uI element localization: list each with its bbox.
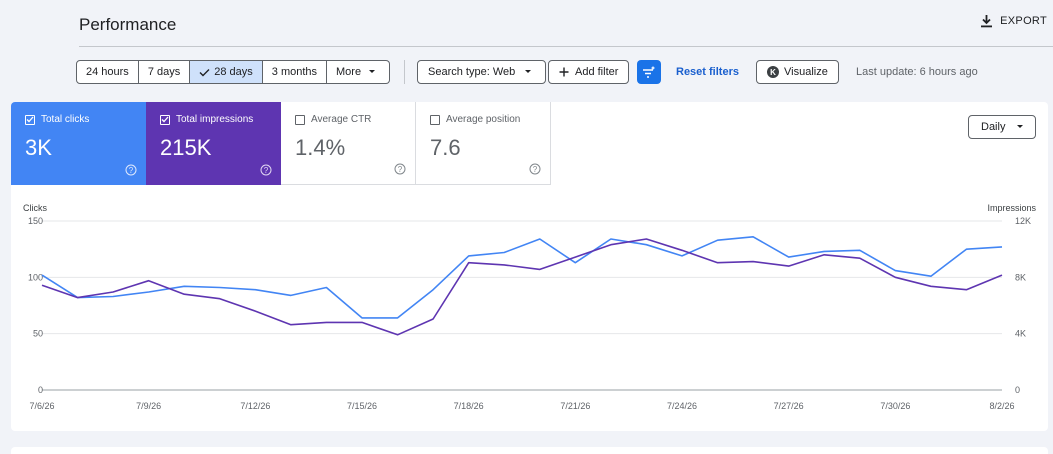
date-range-7-days[interactable]: 7 days — [138, 60, 191, 84]
metric-average-ctr[interactable]: Average CTR 1.4% ? — [281, 102, 416, 185]
export-label: EXPORT — [1000, 15, 1047, 27]
metric-label: Average position — [446, 114, 521, 125]
svg-text:?: ? — [129, 166, 134, 175]
x-tick-label: 7/27/26 — [774, 401, 804, 411]
x-tick-label: 7/6/26 — [29, 401, 54, 411]
date-range-label: 7 days — [147, 66, 181, 78]
caret-down-icon — [369, 70, 376, 73]
metric-value: 7.6 — [430, 135, 461, 160]
metric-average-position[interactable]: Average position 7.6 ? — [416, 102, 551, 185]
y-tick-label-left: 50 — [33, 329, 43, 339]
search-type-label: Search type: Web — [428, 66, 516, 78]
reset-filters-link[interactable]: Reset filters — [676, 66, 739, 78]
y-tick-label-left: 150 — [28, 216, 43, 226]
header-divider — [79, 46, 1053, 47]
y-tick-label-left: 100 — [28, 272, 43, 282]
search-type-dropdown[interactable]: Search type: Web — [417, 60, 547, 84]
x-tick-label: 7/24/26 — [667, 401, 697, 411]
add-filter-button[interactable]: Add filter — [548, 60, 630, 84]
series-line-impressions — [41, 238, 1003, 336]
filter-list-icon — [643, 66, 655, 78]
series-line-clicks — [41, 236, 1003, 319]
y-tick-label-right: 4K — [1015, 329, 1026, 339]
plus-icon — [559, 67, 569, 77]
x-tick-label: 7/15/26 — [347, 401, 377, 411]
checkbox-checked-icon — [25, 114, 35, 125]
date-range-label: 24 hours — [86, 66, 129, 78]
lower-card-edge — [11, 447, 1048, 454]
page-header: Performance EXPORT — [0, 0, 1053, 47]
y-tick-label-left: 0 — [38, 385, 43, 395]
last-update-text: Last update: 6 hours ago — [856, 66, 978, 78]
svg-text:?: ? — [398, 165, 403, 174]
svg-text:?: ? — [264, 166, 269, 175]
y-tick-label-right: 0 — [1015, 385, 1020, 395]
add-filter-label: Add filter — [575, 66, 619, 78]
help-icon: ? — [125, 164, 137, 176]
y-tick-label-right: 8K — [1015, 272, 1026, 282]
x-tick-label: 7/30/26 — [880, 401, 910, 411]
date-range-label: More — [336, 66, 362, 78]
granularity-dropdown[interactable]: Daily — [968, 115, 1036, 139]
y-axis-label-right: Impressions — [987, 203, 1036, 213]
svg-text:?: ? — [533, 165, 538, 174]
granularity-label: Daily — [981, 121, 1006, 133]
y-tick-label-right: 12K — [1015, 216, 1031, 226]
metric-value: 1.4% — [295, 135, 346, 160]
checkbox-unchecked-icon — [430, 114, 440, 125]
check-icon — [199, 68, 210, 76]
download-icon — [981, 15, 993, 28]
metric-total-impressions[interactable]: Total impressions 215K ? — [146, 102, 281, 185]
date-range-28-days[interactable]: 28 days — [190, 60, 263, 84]
x-tick-label: 7/9/26 — [136, 401, 161, 411]
x-tick-label: 8/2/26 — [989, 401, 1014, 411]
performance-card: Total clicks 3K ? Total impressions 215K… — [11, 102, 1048, 431]
page-title: Performance — [79, 15, 177, 34]
visualize-badge-icon: K — [767, 66, 779, 78]
caret-down-icon — [1017, 125, 1023, 128]
metric-value: 3K — [25, 135, 52, 160]
toolbar-divider — [404, 60, 405, 84]
checkbox-unchecked-icon — [295, 114, 305, 125]
metric-label: Average CTR — [311, 114, 372, 125]
date-range-label: 28 days — [214, 66, 253, 78]
date-range-more[interactable]: More — [327, 60, 391, 84]
x-tick-label: 7/21/26 — [560, 401, 590, 411]
filter-settings-button[interactable] — [637, 60, 661, 84]
export-button[interactable]: EXPORT — [980, 14, 1047, 28]
caret-down-icon — [525, 70, 532, 73]
checkbox-checked-icon — [160, 114, 170, 125]
x-tick-label: 7/12/26 — [240, 401, 270, 411]
date-range-24-hours[interactable]: 24 hours — [76, 60, 139, 84]
help-icon: ? — [260, 164, 272, 176]
filter-toolbar: 24 hours 7 days 28 days 3 months More Se… — [76, 60, 1046, 84]
metric-total-clicks[interactable]: Total clicks 3K ? — [11, 102, 146, 185]
date-range-3-months[interactable]: 3 months — [262, 60, 328, 84]
performance-chart: 0 0 50 4K 100 8K 150 12K Clicks Impressions 7/6/26… — [23, 203, 1037, 411]
help-icon: ? — [394, 163, 406, 175]
visualize-label: Visualize — [784, 66, 828, 78]
visualize-button[interactable]: K Visualize — [756, 60, 839, 84]
date-range-label: 3 months — [271, 66, 318, 78]
x-tick-label: 7/18/26 — [454, 401, 484, 411]
date-range-selector: 24 hours 7 days 28 days 3 months More — [76, 60, 391, 84]
metric-value: 215K — [160, 135, 212, 160]
y-axis-label-left: Clicks — [23, 203, 47, 213]
metric-label: Total impressions — [176, 114, 254, 125]
help-icon: ? — [529, 163, 541, 175]
metric-label: Total clicks — [41, 114, 90, 125]
